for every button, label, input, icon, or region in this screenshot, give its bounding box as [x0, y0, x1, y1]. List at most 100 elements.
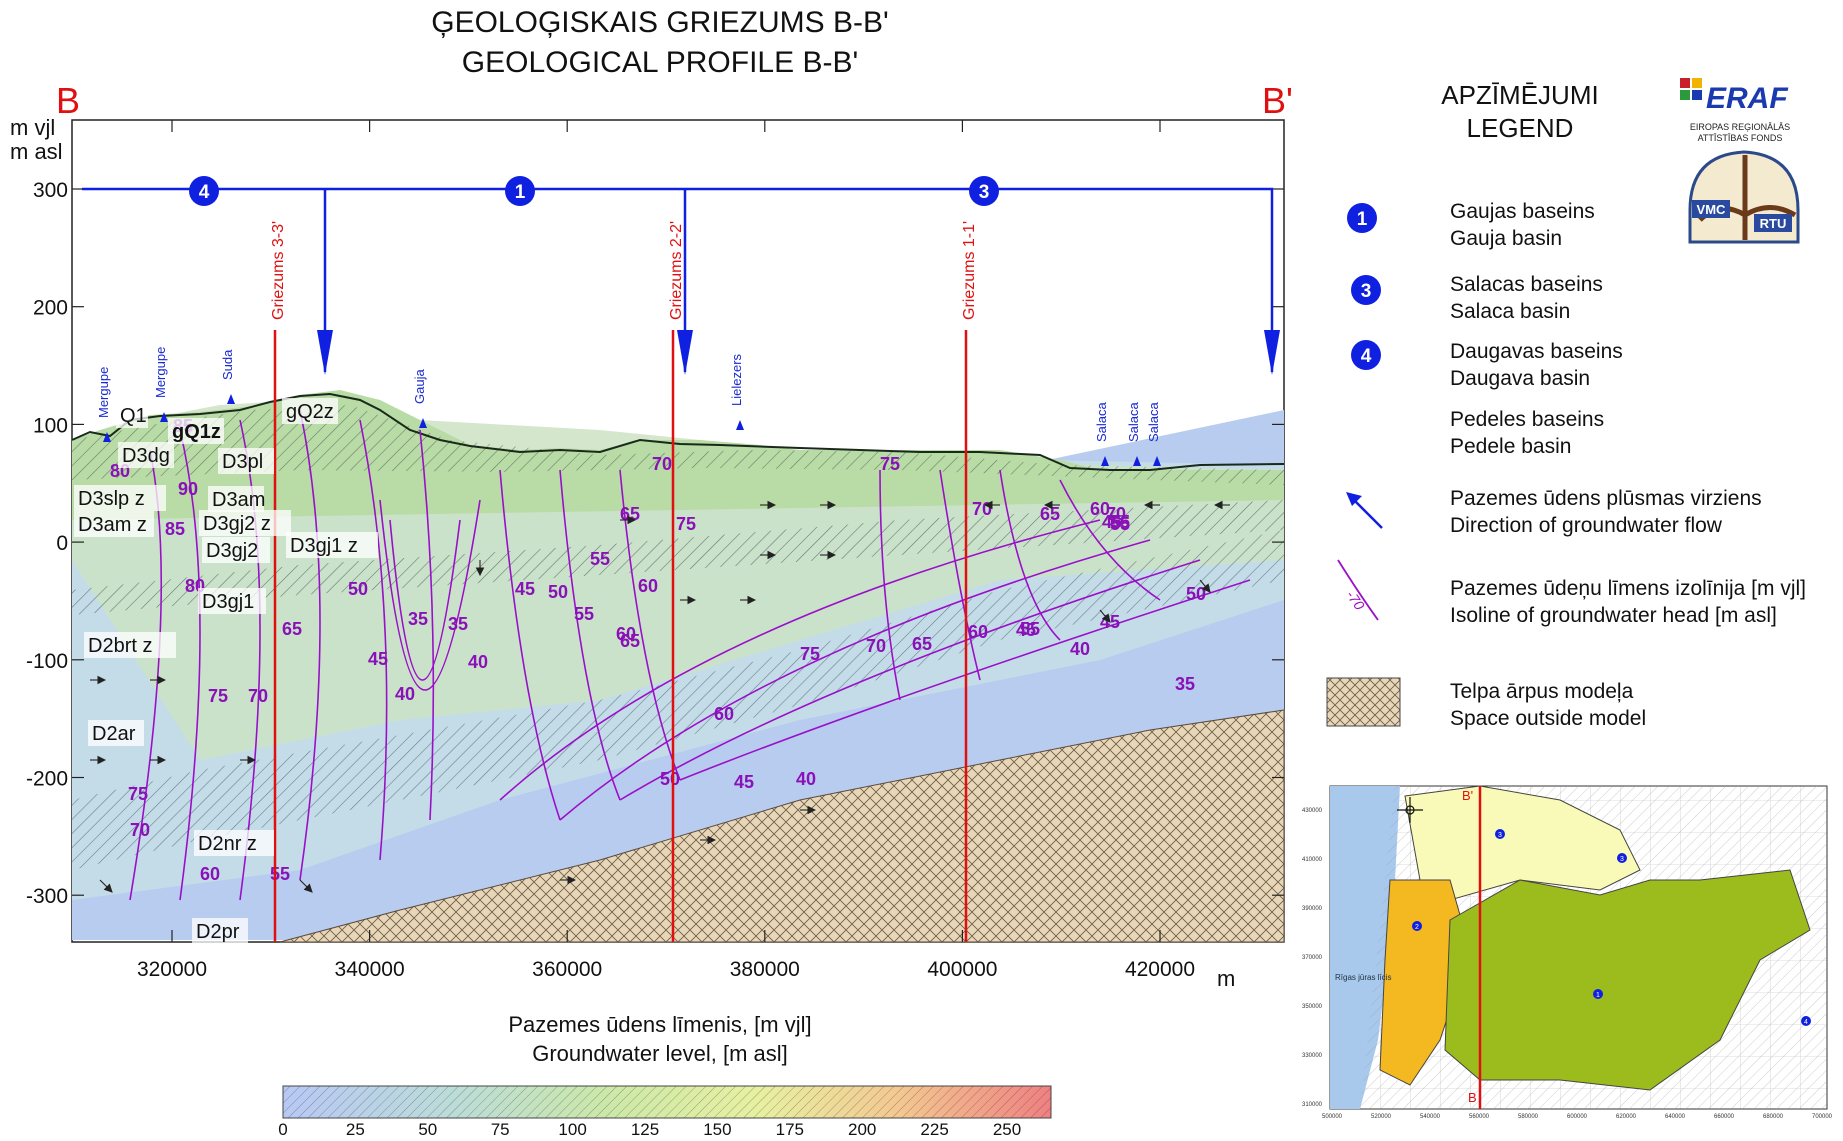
isolines-group: [129, 409, 1251, 901]
colorbar-tick-label: 225: [920, 1120, 949, 1139]
hatched-aquitard-2: [72, 530, 1284, 870]
river-label: Mergupe: [96, 367, 111, 418]
legend-item-gauja: Gaujas baseins Gauja basin: [1450, 198, 1595, 252]
inset-basin-marker-icon: [1495, 829, 1505, 839]
isoline-label: 45: [1102, 512, 1122, 532]
inset-basin-pedele: [1379, 879, 1471, 1086]
legend-item-pedele: Pedeles baseins Pedele basin: [1450, 406, 1604, 460]
legend-item-isoline-en: Isoline of groundwater head [m asl]: [1450, 604, 1777, 627]
isoline-label: 70: [130, 820, 150, 840]
isoline-label: 60: [638, 576, 658, 596]
isoline-label: 60: [616, 624, 636, 644]
colorbar-tick-label: 75: [490, 1120, 510, 1139]
isoline-label: 50: [1186, 584, 1206, 604]
section-line-label: Griezums 2-2': [668, 221, 685, 320]
basin-marker-label: 1: [515, 182, 526, 203]
inset-sea: [1330, 786, 1400, 1109]
svg-text:D3gj2: D3gj2: [206, 540, 258, 562]
hatched-aquitard-3: [72, 405, 1284, 485]
inset-basin-marker-icon: [1412, 921, 1422, 931]
colorbar-title-lv: Pazemes ūdens līmenis, [m vjl]: [508, 1012, 812, 1037]
svg-text:D3dg: D3dg: [122, 445, 170, 467]
x-axis: [171, 120, 1161, 942]
colorbar-tick-label: 100: [558, 1120, 587, 1139]
river-arrow-icon: [736, 420, 744, 430]
svg-text:D3gj1 z: D3gj1 z: [290, 535, 358, 557]
isoline-label: 85: [165, 519, 185, 539]
isoline-label: 55: [574, 604, 594, 624]
isoline-label: 55: [1020, 619, 1040, 639]
isoline-label: 45: [515, 579, 535, 599]
x-tick-label: 360000: [532, 958, 602, 981]
inset-x-tick: 540000: [1420, 1114, 1441, 1120]
section-line-label: Griezums 3-3': [270, 221, 287, 320]
layer-label: D3am z: [74, 511, 154, 537]
river-arrow-icon: [227, 394, 235, 404]
layer-label: D3gj1: [198, 588, 266, 614]
layer-label: D2brt z: [84, 632, 176, 658]
legend-title-lv: APZĪMĒJUMI: [1441, 80, 1599, 110]
svg-text:D2brt z: D2brt z: [88, 635, 152, 657]
legend-item-pedele-en: Pedele basin: [1450, 435, 1572, 458]
isoline-label: 40: [468, 652, 488, 672]
legend-item-flow-en: Direction of groundwater flow: [1450, 514, 1722, 537]
colorbar-tick-label: 250: [992, 1120, 1022, 1139]
isoline-label: 50: [348, 579, 368, 599]
isoline-label: 55: [1110, 514, 1130, 534]
layer-label: Q1: [116, 402, 148, 428]
basin-divide-line: [82, 187, 1274, 372]
colorbar-tick-label: 200: [848, 1120, 877, 1139]
river-arrow-icon: [1101, 456, 1109, 466]
colorbar-tick-label: 50: [418, 1120, 438, 1139]
y-tick-label: -100: [26, 650, 68, 673]
isoline-label: 45: [1016, 620, 1036, 640]
basin-marker-1-icon: [505, 176, 535, 206]
svg-text:gQ2z: gQ2z: [286, 401, 334, 423]
svg-text:D3gj1: D3gj1: [202, 591, 254, 613]
colorbar-tick-label: 150: [703, 1120, 732, 1139]
isoline-label: 40: [796, 769, 816, 789]
inset-y-tick: 430000: [1302, 808, 1323, 814]
svg-text:3: 3: [1620, 856, 1624, 863]
colorbar-tick-label: 25: [345, 1120, 365, 1139]
isoline-label: 75: [208, 686, 228, 706]
basin-marker-4-icon: [189, 176, 219, 206]
svg-text:Rīgas jūras līcis: Rīgas jūras līcis: [1335, 973, 1391, 982]
isoline-label: 90: [178, 479, 198, 499]
x-unit: m: [1217, 966, 1236, 991]
legend-item-isoline: Pazemes ūdeņu līmens izolīnija [m vjl] I…: [1450, 575, 1806, 629]
river-label: Salaca: [1126, 401, 1141, 442]
inset-x-tick: 560000: [1469, 1114, 1490, 1120]
layer-label: D2ar: [88, 720, 144, 746]
isoline-label: 70: [248, 686, 268, 706]
flow-arrows: [90, 500, 1230, 893]
x-tick-label: 340000: [335, 958, 405, 981]
svg-text:D3am: D3am: [212, 489, 265, 511]
river-label: Mergupe: [153, 347, 168, 398]
hatched-aquitard-1: [72, 500, 1284, 615]
isoline-label: 35: [448, 614, 468, 634]
outside-model: [279, 709, 1285, 943]
layer-label: D3dg: [118, 442, 174, 468]
isoline-label: 75: [880, 454, 900, 474]
colorbar-title-en: Groundwater level, [m asl]: [532, 1041, 788, 1066]
legend-item-salaca-en: Salaca basin: [1450, 300, 1571, 323]
inset-basin-gauja: [1444, 869, 1811, 1091]
svg-text:3: 3: [1498, 832, 1502, 839]
inset-basin-marker-icon: [1593, 989, 1603, 999]
inset-y-tick: 390000: [1302, 906, 1323, 912]
inset-basin-marker-icon: [1617, 853, 1627, 863]
layer-label: D2pr: [192, 918, 248, 944]
title-latvian: ĢEOLOĢISKAIS GRIEZUMS B-B': [431, 6, 889, 39]
svg-text:gQ1z: gQ1z: [172, 421, 221, 443]
y-tick-label: 300: [33, 179, 68, 202]
basin-marker-label: 3: [979, 182, 990, 203]
endpoint-left-label: B: [56, 80, 81, 121]
isoline-label: 45: [368, 649, 388, 669]
isoline-label: 40: [1070, 639, 1090, 659]
layer-label: D3gj2: [202, 537, 270, 563]
legend-item-daugava-en: Daugava basin: [1450, 367, 1591, 390]
isoline-label: 75: [800, 644, 820, 664]
inset-y-tick: 310000: [1302, 1102, 1323, 1108]
